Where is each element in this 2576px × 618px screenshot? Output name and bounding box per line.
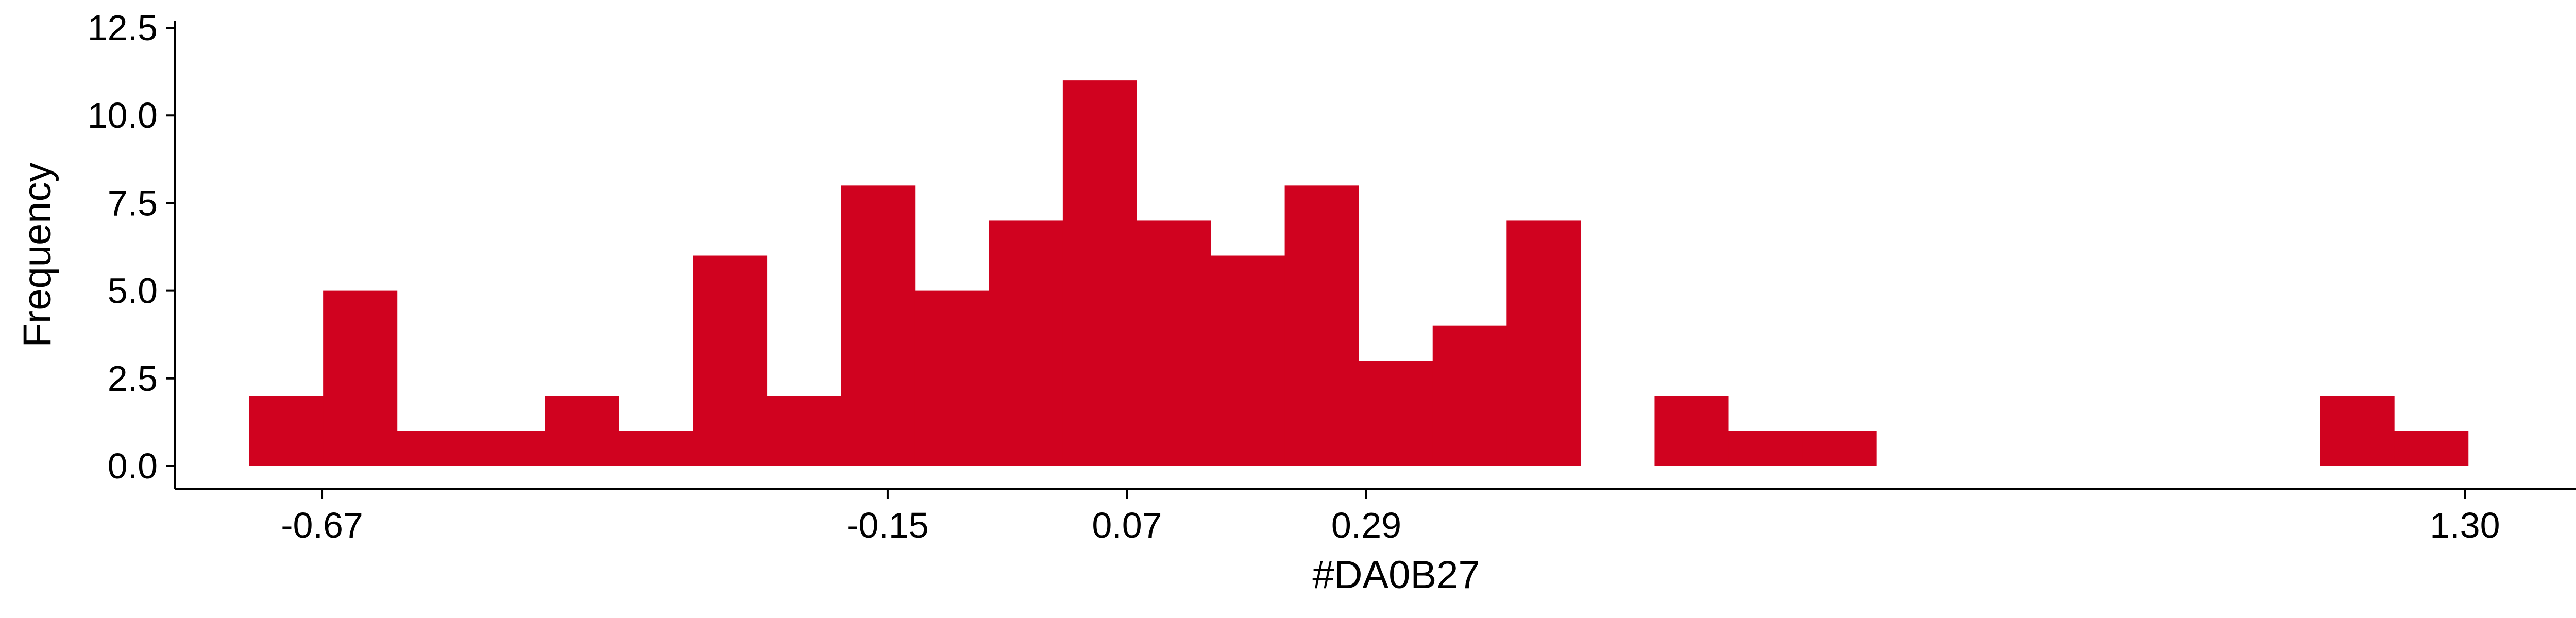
y-tick-label-4: 10.0 — [88, 95, 158, 135]
histogram-bar-11 — [1062, 80, 1137, 466]
histogram-bar-17 — [1506, 220, 1581, 466]
y-tick-label-5: 12.5 — [88, 8, 158, 48]
histogram-bar-12 — [1137, 220, 1211, 466]
histogram-bar-19 — [1654, 396, 1729, 466]
histogram-bar-20 — [1728, 431, 1803, 466]
histogram-bar-28 — [2320, 396, 2395, 466]
histogram-bar-13 — [1211, 255, 1285, 466]
histogram-bar-16 — [1432, 325, 1507, 466]
histogram-bar-2 — [397, 431, 471, 466]
histogram-bars — [249, 80, 2469, 466]
y-tick-label-1: 2.5 — [108, 358, 158, 399]
histogram-bar-21 — [1802, 431, 1877, 466]
histogram-bar-0 — [249, 396, 324, 466]
x-tick-label-1: -0.15 — [846, 505, 929, 545]
histogram-bar-1 — [323, 290, 398, 466]
histogram-bar-6 — [693, 255, 768, 466]
x-tick-label-2: 0.07 — [1092, 505, 1162, 545]
histogram-bar-9 — [914, 290, 989, 466]
y-tick-label-0: 0.0 — [108, 446, 158, 486]
x-tick-label-0: -0.67 — [281, 505, 363, 545]
y-axis-ticks: 0.0 2.5 5.0 7.5 10.0 12.5 — [88, 8, 175, 486]
histogram-bar-29 — [2394, 431, 2469, 466]
histogram-bar-4 — [545, 396, 619, 466]
x-tick-label-4: 1.30 — [2430, 505, 2500, 545]
x-axis-ticks: -0.67 -0.15 0.07 0.29 1.30 — [281, 489, 2500, 545]
histogram-bar-10 — [989, 220, 1063, 466]
histogram-bar-8 — [841, 185, 916, 466]
histogram-bar-15 — [1359, 360, 1433, 466]
histogram-bar-7 — [767, 396, 841, 466]
histogram-bar-5 — [619, 431, 693, 466]
y-tick-label-3: 7.5 — [108, 183, 158, 223]
y-tick-label-2: 5.0 — [108, 271, 158, 311]
histogram-bar-14 — [1284, 185, 1359, 466]
y-axis-title: Frequency — [15, 162, 59, 347]
x-tick-label-3: 0.29 — [1331, 505, 1401, 545]
x-axis-title: #DA0B27 — [1312, 553, 1480, 597]
histogram-bar-3 — [471, 431, 546, 466]
